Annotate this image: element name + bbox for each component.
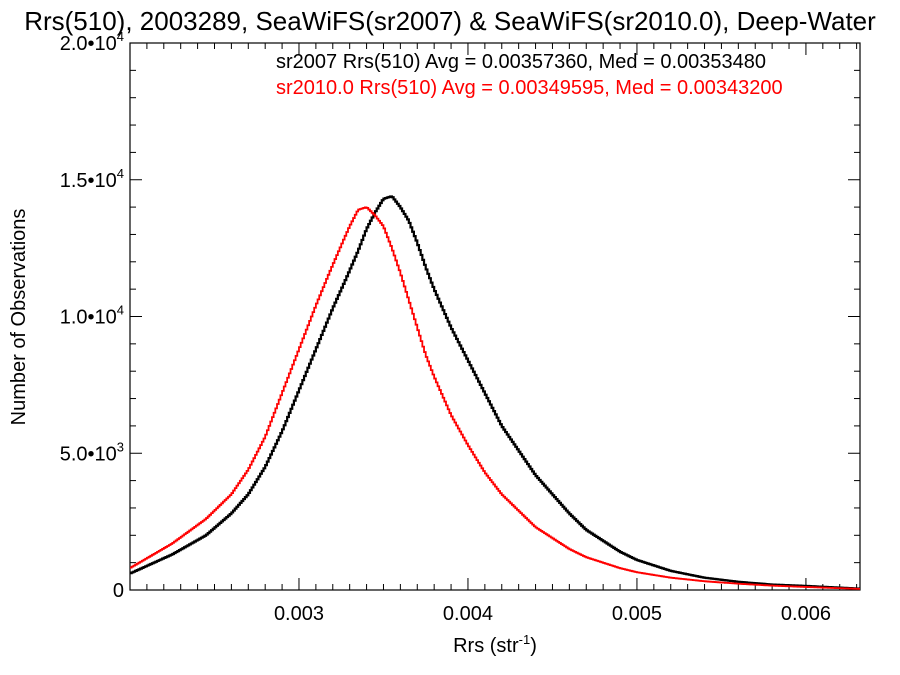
stats-annotation-2: sr2010.0 Rrs(510) Avg = 0.00349595, Med …	[276, 77, 783, 99]
y-axis-ticks: 0 5.0•103 1.0•104 1.5•104 2.0•104	[60, 29, 860, 602]
x-tick-label: 0.003	[274, 603, 324, 625]
chart-title: Rrs(510), 2003289, SeaWiFS(sr2007) & Sea…	[24, 6, 876, 36]
y-tick-label: 1.0•104	[60, 303, 124, 329]
plot-frame	[129, 42, 861, 591]
histogram-series-1	[130, 195, 860, 590]
x-tick-label: 0.006	[781, 603, 831, 625]
annotation-layer: sr2007 Rrs(510) Avg = 0.00357360, Med = …	[276, 51, 783, 99]
plot-border	[129, 42, 861, 591]
x-tick-label: 0.004	[443, 603, 493, 625]
y-axis-label: Number of Observations	[8, 209, 30, 426]
x-axis-label: Rrs (str-1)	[453, 632, 537, 657]
stats-annotation-1: sr2007 Rrs(510) Avg = 0.00357360, Med = …	[276, 51, 766, 73]
y-tick-label: 5.0•103	[60, 439, 124, 465]
x-axis-ticks: 0.003 0.004 0.005 0.006	[146, 43, 858, 625]
series-layer	[130, 195, 860, 590]
y-tick-label: 2.0•104	[60, 29, 124, 55]
y-tick-label: 0	[113, 580, 124, 602]
x-tick-label: 0.005	[612, 603, 662, 625]
histogram-series-2	[130, 206, 860, 590]
y-tick-label: 1.5•104	[60, 166, 124, 192]
